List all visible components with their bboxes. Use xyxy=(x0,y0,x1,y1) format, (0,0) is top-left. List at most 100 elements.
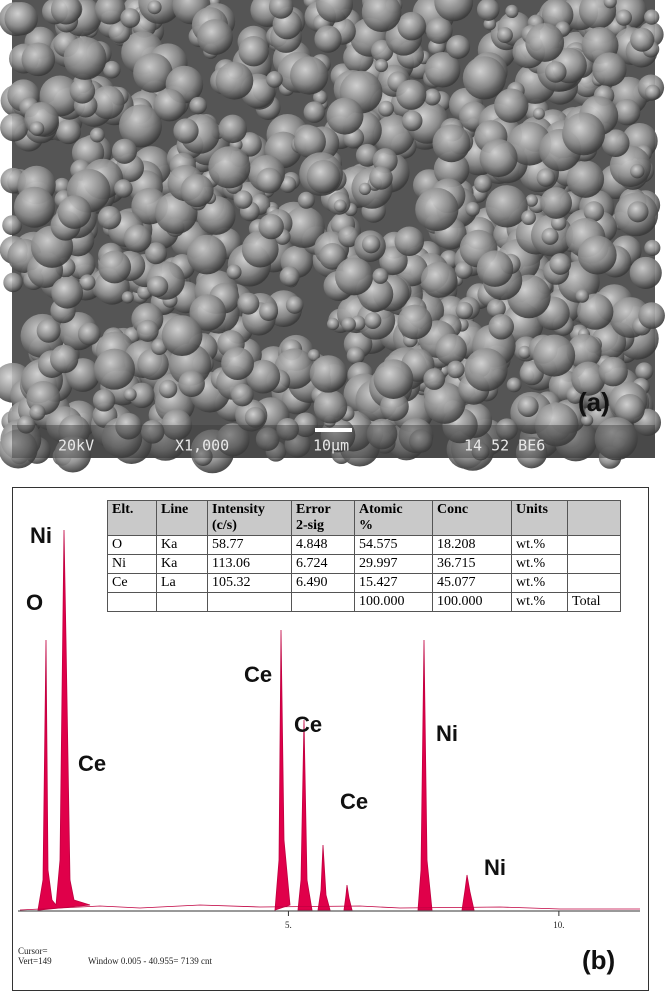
cell-text: % xyxy=(359,518,428,534)
grain xyxy=(114,179,133,198)
grain xyxy=(375,59,388,72)
table-cell: Ka xyxy=(157,555,208,574)
cell-text: Units xyxy=(516,502,563,518)
grain xyxy=(644,240,660,256)
grain xyxy=(521,210,536,225)
grain xyxy=(237,293,259,315)
table-cell: Ni xyxy=(108,555,157,574)
table-cell: 100.000 xyxy=(433,593,512,612)
grain xyxy=(258,214,283,239)
grain xyxy=(14,187,55,228)
grain xyxy=(122,291,134,303)
grain xyxy=(486,185,528,227)
grain xyxy=(266,71,283,88)
grain xyxy=(365,312,382,329)
grain xyxy=(359,183,371,195)
grain xyxy=(347,347,365,365)
table-cell: 4.848 xyxy=(292,536,355,555)
grain xyxy=(464,348,507,391)
cursor-text: Cursor= xyxy=(18,946,48,956)
grain xyxy=(540,187,572,219)
table-cell xyxy=(568,501,621,536)
grain xyxy=(465,202,479,216)
table-cell xyxy=(208,593,292,612)
cell-text: 15.427 xyxy=(359,575,428,591)
grain xyxy=(533,335,575,377)
panel-label: (b) xyxy=(582,945,615,975)
cell-text: 2-sig xyxy=(296,518,350,534)
quant-table: Elt.LineIntensity(c/s)Error2-sigAtomic%C… xyxy=(107,500,621,612)
table-cell: 105.32 xyxy=(208,574,292,593)
grain xyxy=(415,188,458,231)
grain xyxy=(245,407,266,428)
table-cell xyxy=(568,536,621,555)
table-cell: Line xyxy=(157,501,208,536)
grain xyxy=(216,62,254,100)
grain xyxy=(70,78,95,103)
grain xyxy=(505,5,518,18)
grain xyxy=(480,139,518,177)
table-cell: La xyxy=(157,574,208,593)
grain xyxy=(22,43,56,77)
grain xyxy=(334,199,347,212)
grain xyxy=(90,128,105,143)
grain xyxy=(120,8,140,28)
grain xyxy=(598,357,627,386)
grain xyxy=(477,250,514,287)
x-tick-label: 10. xyxy=(553,920,564,930)
cell-text: 58.77 xyxy=(212,537,287,553)
cell-text: Ka xyxy=(161,537,203,553)
grain xyxy=(447,361,465,379)
grain xyxy=(578,236,617,275)
grain xyxy=(630,164,644,178)
cell-text: Error xyxy=(296,502,350,518)
grain xyxy=(335,257,373,295)
grain xyxy=(395,226,425,256)
grain xyxy=(435,334,467,366)
grain xyxy=(533,108,545,120)
peak-label: Ce xyxy=(294,712,322,737)
peak-label: Ce xyxy=(340,789,368,814)
table-cell: 6.490 xyxy=(292,574,355,593)
cell-text: 100.000 xyxy=(359,594,428,610)
cell-text: Ni xyxy=(112,556,152,572)
grain xyxy=(29,404,45,420)
grain xyxy=(592,52,626,86)
cell-text: 45.077 xyxy=(437,575,507,591)
grain xyxy=(159,380,177,398)
grain xyxy=(30,121,44,135)
table-cell xyxy=(157,593,208,612)
table-cell: wt.% xyxy=(512,536,568,555)
table-cell: 45.077 xyxy=(433,574,512,593)
table-cell: Units xyxy=(512,501,568,536)
cell-text: (c/s) xyxy=(212,518,287,534)
cell-text: 29.997 xyxy=(359,556,428,572)
peak-label: Ni xyxy=(484,855,506,880)
grain xyxy=(94,349,135,390)
grain xyxy=(630,257,662,289)
grain xyxy=(51,277,83,309)
grain xyxy=(3,273,22,292)
grain xyxy=(545,61,567,83)
grain xyxy=(56,119,81,144)
grain xyxy=(238,36,268,66)
table-cell: Total xyxy=(568,593,621,612)
table-cell xyxy=(568,555,621,574)
grain xyxy=(378,101,394,117)
cell-text: wt.% xyxy=(516,594,563,610)
info-text: 20kV xyxy=(58,437,94,455)
grain xyxy=(298,192,315,209)
grain xyxy=(280,266,300,286)
grain xyxy=(178,370,205,397)
grain xyxy=(525,23,564,62)
peak-label: Ce xyxy=(244,662,272,687)
grain xyxy=(112,139,137,164)
grain xyxy=(187,235,227,275)
grain xyxy=(234,190,253,209)
grain xyxy=(362,235,380,253)
cell-text: wt.% xyxy=(516,537,563,553)
grain xyxy=(474,175,492,193)
grain xyxy=(463,56,506,99)
table-cell: 15.427 xyxy=(355,574,433,593)
